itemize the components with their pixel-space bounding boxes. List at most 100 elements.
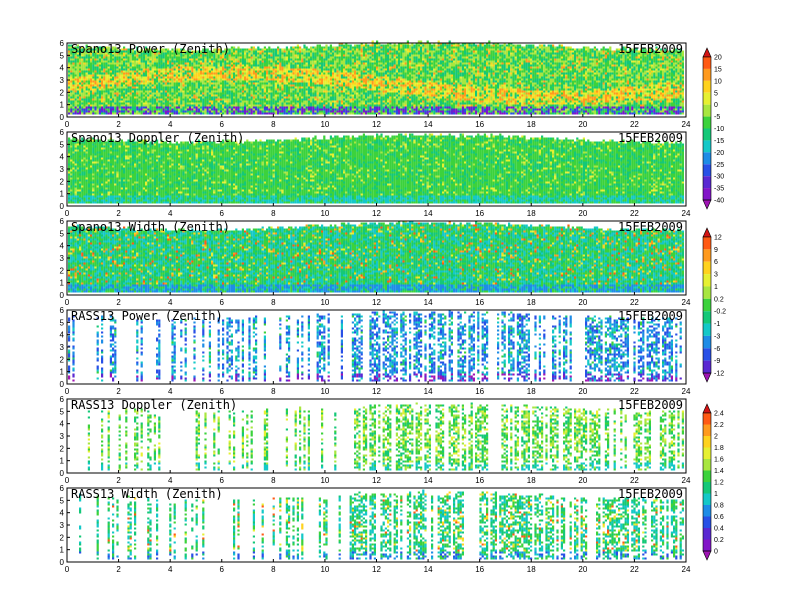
heat-cell — [114, 98, 117, 101]
heat-cell — [340, 110, 343, 113]
heat-cell — [365, 56, 368, 59]
heat-cell — [171, 92, 174, 95]
heat-cell — [336, 100, 339, 103]
heat-cell — [252, 106, 255, 109]
heat-cell — [235, 110, 238, 113]
heat-cell — [250, 52, 253, 55]
heat-cell — [87, 90, 90, 93]
heat-cell — [156, 110, 159, 113]
heat-cell — [347, 110, 350, 113]
heat-cell — [292, 102, 295, 105]
heat-cell — [202, 68, 205, 71]
heat-cell — [208, 50, 211, 53]
heat-cell — [153, 82, 156, 85]
heat-cell — [180, 92, 183, 95]
heat-cell — [259, 64, 262, 67]
heat-cell — [191, 84, 194, 87]
heat-cell — [107, 54, 110, 57]
heat-cell — [246, 106, 249, 109]
heat-cell — [224, 98, 227, 101]
heat-cell — [281, 76, 284, 79]
heat-cell — [222, 106, 225, 109]
heat-cell — [120, 72, 123, 75]
heat-cell — [321, 72, 324, 75]
heat-cell — [299, 70, 302, 73]
heat-cell — [120, 56, 123, 59]
heat-cell — [87, 46, 90, 49]
heat-cell — [178, 66, 181, 69]
heat-cell — [356, 60, 359, 63]
heat-cell — [228, 82, 231, 85]
heat-cell — [105, 86, 108, 89]
heat-cell — [365, 60, 368, 63]
heat-cell — [94, 54, 97, 57]
heat-cell — [367, 54, 370, 57]
heat-cell — [204, 48, 207, 51]
heat-cell — [250, 78, 253, 81]
heat-cell — [292, 94, 295, 97]
heat-cell — [255, 94, 258, 97]
heat-cell — [160, 58, 163, 61]
heat-cell — [305, 68, 308, 71]
heat-cell — [81, 84, 84, 87]
heat-cell — [281, 48, 284, 51]
heat-cell — [195, 64, 198, 67]
heat-cell — [120, 86, 123, 89]
heat-cell — [83, 92, 86, 95]
heat-cell — [105, 96, 108, 99]
heat-cell — [195, 84, 198, 87]
heat-cell — [90, 58, 93, 61]
heat-cell — [349, 112, 352, 115]
heat-cell — [114, 112, 117, 115]
heat-cell — [338, 44, 341, 47]
heat-cell — [233, 60, 236, 63]
heat-cell — [382, 60, 385, 63]
heat-cell — [329, 54, 332, 57]
heat-cell — [277, 108, 280, 111]
heat-cell — [303, 50, 306, 53]
heat-cell — [136, 84, 139, 87]
heat-cell — [270, 62, 273, 65]
heat-cell — [173, 68, 176, 71]
heat-cell — [378, 66, 381, 69]
heat-cell — [387, 56, 390, 59]
heat-cell — [373, 106, 376, 109]
heat-cell — [332, 100, 335, 103]
heat-cell — [325, 80, 328, 83]
heat-cell — [257, 86, 260, 89]
heat-cell — [149, 86, 152, 89]
heat-cell — [277, 46, 280, 49]
heat-cell — [211, 106, 214, 109]
heat-cell — [358, 108, 361, 111]
heat-cell — [182, 56, 185, 59]
heat-cell — [184, 96, 187, 99]
heat-cell — [338, 78, 341, 81]
heat-cell — [114, 80, 117, 83]
heat-cell — [250, 48, 253, 51]
heat-cell — [204, 50, 207, 53]
heat-cell — [373, 92, 376, 95]
heat-cell — [318, 62, 321, 65]
heat-cell — [362, 70, 365, 73]
heat-cell — [299, 84, 302, 87]
heat-cell — [321, 70, 324, 73]
heat-cell — [358, 44, 361, 47]
heat-cell — [389, 74, 392, 77]
heat-cell — [387, 112, 390, 115]
heat-cell — [149, 108, 152, 111]
heat-cell — [303, 72, 306, 75]
heat-cell — [118, 102, 121, 105]
heat-cell — [96, 86, 99, 89]
heat-cell — [224, 60, 227, 63]
heat-cell — [290, 104, 293, 107]
heat-cell — [215, 74, 218, 77]
heat-cell — [114, 74, 117, 77]
heat-cell — [305, 104, 308, 107]
heat-cell — [329, 50, 332, 53]
heat-cell — [272, 92, 275, 95]
heat-cell — [334, 62, 337, 65]
heat-cell — [136, 60, 139, 63]
heat-cell — [279, 84, 282, 87]
heat-cell — [233, 94, 236, 97]
heat-cell — [167, 80, 170, 83]
